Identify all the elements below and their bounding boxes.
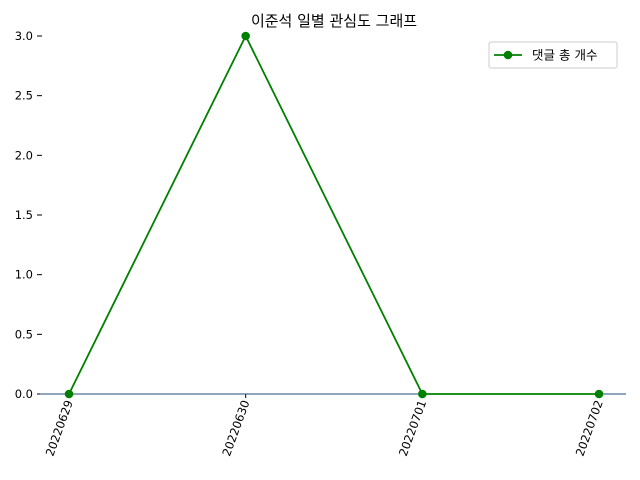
y-tick-label: 3.0 (15, 29, 33, 43)
y-tick-label: 1.5 (15, 208, 33, 222)
x-tick-label: 20220629 (43, 398, 76, 458)
data-point (594, 389, 604, 399)
x-tick-label: 20220702 (573, 398, 606, 458)
y-tick-label: 0.5 (15, 327, 33, 341)
y-tick-label: 2.0 (15, 148, 33, 162)
y-tick-label: 1.0 (15, 268, 33, 282)
data-point (64, 389, 74, 399)
legend-label: 댓글 총 개수 (532, 48, 597, 63)
legend-marker (503, 50, 513, 60)
y-tick-label: 0.0 (15, 387, 33, 401)
x-tick-label: 20220701 (396, 398, 429, 458)
data-point (241, 31, 250, 41)
chart-title: 이준석 일별 관심도 그래프 (251, 12, 417, 30)
series-line (68, 35, 599, 395)
x-axis: 20220629 20220630 20220701 20220702 (43, 394, 606, 458)
data-point (418, 389, 427, 399)
x-tick-label: 20220630 (219, 398, 252, 458)
plot-series (64, 31, 604, 399)
legend: 댓글 총 개수 (488, 41, 618, 69)
y-tick-label: 2.5 (15, 89, 33, 103)
y-axis: 0.0 0.5 1.0 1.5 2.0 2.5 3.0 (15, 29, 42, 401)
legend-box (488, 41, 618, 69)
